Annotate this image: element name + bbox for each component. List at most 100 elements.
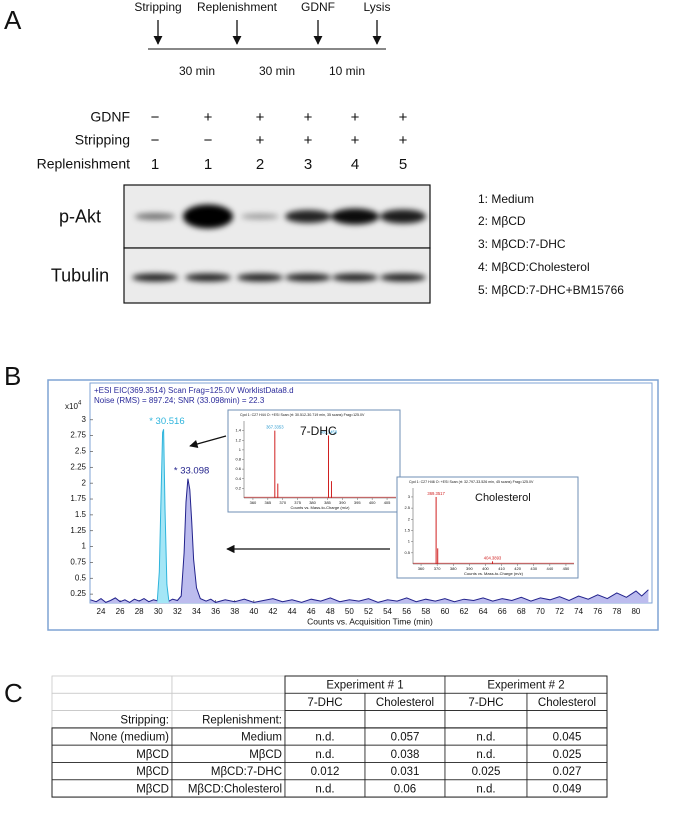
y-tick-label: 1.75: [70, 494, 86, 503]
x-tick-label: 28: [135, 607, 144, 616]
x-tick-label: 56: [402, 607, 411, 616]
inset-x-tick-label: 400: [369, 500, 376, 505]
x-tick-label: 76: [593, 607, 602, 616]
condition-cell: 5: [399, 156, 407, 173]
condition-cell: −: [151, 132, 160, 149]
legend-entry: 1: Medium: [478, 192, 534, 206]
timeline-event: Lysis: [364, 0, 391, 14]
table-cell-text: MβCD: [136, 783, 169, 795]
inset-y-tick-label: 0.8: [235, 457, 241, 462]
timeline-event: Stripping: [134, 0, 181, 14]
inset-x-tick-label: 360: [250, 500, 257, 505]
inset-y-tick-label: 3: [408, 494, 411, 499]
inset-x-tick-label: 370: [434, 566, 441, 571]
condition-cell: −: [151, 109, 160, 126]
table-cell-text: 0.012: [311, 766, 340, 778]
table-cell-text: 0.025: [553, 749, 582, 761]
legend-entry: 2: MβCD: [478, 214, 526, 228]
inset-y-tick-label: 2.5: [404, 505, 410, 510]
x-tick-label: 62: [460, 607, 469, 616]
x-tick-label: 78: [612, 607, 621, 616]
x-tick-label: 52: [364, 607, 373, 616]
x-axis-label: Counts vs. Acquisition Time (min): [307, 616, 433, 626]
x-tick-label: 54: [383, 607, 392, 616]
table-cell-text: MβCD: [249, 749, 282, 761]
x-tick-label: 24: [97, 607, 106, 616]
table-cell-text: 0.057: [391, 732, 420, 744]
inset-x-label: Counts vs. Mass-to-Charge (m/z): [291, 505, 351, 510]
timeline-interval: 10 min: [329, 64, 365, 78]
inset-y-tick-label: 0.6: [235, 466, 241, 471]
inset-y-tick-label: 1: [408, 539, 411, 544]
trace: [156, 429, 170, 601]
table-cell: [171, 692, 286, 711]
condition-label: GDNF: [90, 109, 130, 125]
inset-x-tick-label: 375: [294, 500, 301, 505]
y-multiplier-exp: 4: [78, 401, 82, 407]
blot-bands: [132, 273, 426, 282]
y-tick-label: 2.75: [70, 431, 86, 440]
inset-name: 7-DHC: [300, 424, 337, 438]
inset-title: Cpd 1: C27 H44 O: +ESI Scan (rt: 30.512-…: [240, 413, 365, 417]
table-cell-text: 0.025: [472, 766, 501, 778]
x-tick-label: 30: [154, 607, 163, 616]
table-cell: [51, 692, 173, 711]
panel-label: B: [4, 361, 21, 391]
condition-cell: +: [204, 109, 213, 126]
blot-band: [241, 213, 279, 220]
table-header: Experiment # 1: [326, 680, 403, 692]
timeline-event: Replenishment: [197, 0, 278, 14]
condition-cell: 4: [351, 156, 359, 173]
inset-x-tick-label: 400: [482, 566, 489, 571]
condition-cell: +: [304, 109, 313, 126]
pointer-arrow: [189, 435, 227, 449]
blot-band: [285, 210, 331, 223]
panel-label: C: [4, 678, 23, 708]
inset-x-tick-label: 380: [450, 566, 457, 571]
timeline-event: GDNF: [301, 0, 335, 14]
legend-entry: 4: MβCD:Cholesterol: [478, 260, 590, 274]
inset-x-tick-label: 395: [354, 500, 361, 505]
inset-x-tick-label: 410: [498, 566, 505, 571]
x-tick-label: 46: [307, 607, 316, 616]
x-tick-label: 58: [421, 607, 430, 616]
condition-cell: +: [351, 109, 360, 126]
inset-x-tick-label: 380: [309, 500, 316, 505]
legend-entry: 3: MβCD:7-DHC: [478, 237, 566, 251]
condition-cell: +: [399, 132, 408, 149]
y-tick-label: 0.25: [70, 589, 86, 598]
inset-y-tick-label: 2: [408, 516, 411, 521]
x-tick-label: 50: [345, 607, 354, 616]
condition-cell: 1: [151, 156, 159, 173]
table-cell-text: n.d.: [315, 732, 334, 744]
blot-band: [380, 273, 426, 282]
y-multiplier: x10: [65, 402, 78, 411]
y-tick-label: 2.5: [75, 447, 87, 456]
x-tick-label: 68: [517, 607, 526, 616]
y-tick-label: 1.25: [70, 526, 86, 535]
table-cell-text: n.d.: [476, 749, 495, 761]
y-tick-label: 2.25: [70, 462, 86, 471]
table-cell-text: MβCD:7-DHC: [211, 766, 282, 778]
blot-frame: [123, 247, 431, 304]
blot-band: [331, 208, 379, 225]
blot-band: [183, 204, 233, 229]
condition-cell: +: [351, 132, 360, 149]
table-cell-text: None (medium): [90, 732, 169, 744]
condition-label: Stripping: [75, 132, 130, 148]
blot-band: [285, 273, 331, 282]
blot-band: [237, 273, 283, 282]
x-tick-label: 26: [116, 607, 125, 616]
table-cell-text: n.d.: [476, 732, 495, 744]
inset-x-tick-label: 390: [466, 566, 473, 571]
condition-cell: −: [204, 132, 213, 149]
table-subheader: Cholesterol: [376, 697, 434, 709]
inset-x-tick-label: 450: [563, 566, 570, 571]
table-subheader: 7-DHC: [468, 697, 503, 709]
table-cell-text: 0.038: [391, 749, 420, 761]
y-tick-label: 3: [82, 415, 87, 424]
x-tick-label: 70: [536, 607, 545, 616]
condition-cell: 1: [204, 156, 212, 173]
x-tick-label: 36: [211, 607, 220, 616]
